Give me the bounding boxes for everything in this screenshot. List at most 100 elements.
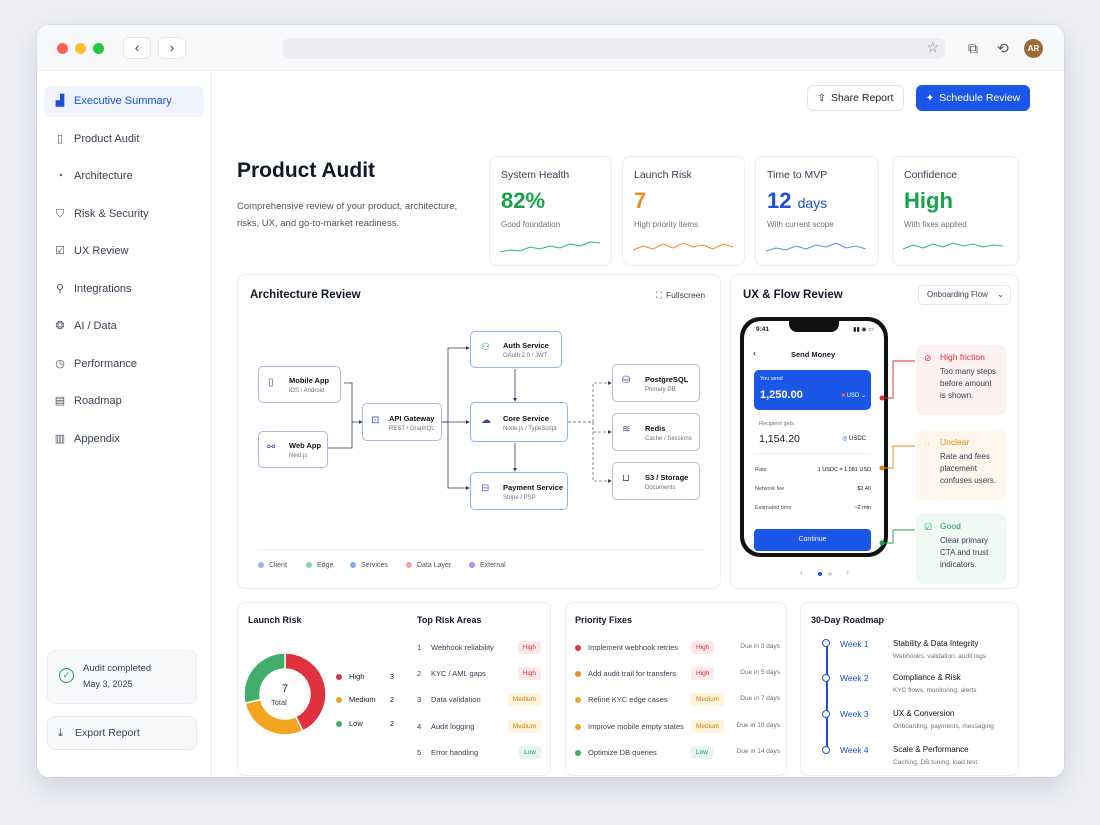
audit-status-card: ✓ Audit completed May 3, 2025 bbox=[47, 650, 197, 704]
bookmark-star-icon[interactable]: ☆ bbox=[926, 39, 939, 55]
node-payment-service[interactable]: ⊟ Payment Service Stripe / PSP bbox=[470, 472, 568, 510]
wrench-icon: ⚲ bbox=[55, 283, 65, 295]
back-button[interactable]: ‹ bbox=[123, 37, 151, 59]
donut-total-label: Total bbox=[271, 698, 287, 707]
node-web-app[interactable]: ⚯ Web App Next.js bbox=[258, 431, 328, 468]
schedule-review-button[interactable]: ✦ Schedule Review bbox=[916, 85, 1030, 111]
launch-risk-title: Launch Risk bbox=[248, 615, 302, 625]
fullscreen-button[interactable]: ⛶ Fullscreen bbox=[656, 290, 705, 301]
launch-risk-donut-chart bbox=[243, 652, 327, 736]
risk-row[interactable]: 5 Error handling Low bbox=[417, 746, 541, 760]
fix-label: Refine KYC edge cases bbox=[588, 695, 668, 704]
stat-card-time-to-mvp[interactable]: Time to MVP 12 days With current scope bbox=[755, 156, 879, 266]
week-label[interactable]: Week 2 bbox=[840, 673, 869, 683]
donut-slice-low[interactable] bbox=[243, 652, 286, 705]
week-title: Compliance & Risk bbox=[893, 673, 961, 682]
week-label[interactable]: Week 4 bbox=[840, 745, 869, 755]
forward-button[interactable]: › bbox=[158, 37, 186, 59]
avatar[interactable]: AR bbox=[1024, 39, 1043, 58]
fix-row[interactable]: Improve mobile empty states Medium Due in … bbox=[575, 720, 780, 734]
sidebar-item-risk-security[interactable]: ⛉ Risk & Security bbox=[44, 199, 204, 230]
legend-data-layer: Data Layer bbox=[406, 562, 451, 569]
sidebar-item-roadmap[interactable]: ▤ Roadmap bbox=[44, 386, 204, 417]
node-mobile-app[interactable]: ▯ Mobile App iOS / Android bbox=[258, 366, 341, 403]
sidebar-item-ai-data[interactable]: ❂ AI / Data bbox=[44, 311, 204, 342]
sidebar-item-ux-review[interactable]: ☑ UX Review bbox=[44, 236, 204, 267]
fix-row[interactable]: Refine KYC edge cases Medium Due in 7 days bbox=[575, 693, 780, 707]
stat-card-launch-risk[interactable]: Launch Risk 7 High priority items bbox=[622, 156, 745, 266]
node-auth-service[interactable]: ⚇ Auth Service OAuth 2.0 / JWT bbox=[470, 331, 562, 368]
sidebar-item-integrations[interactable]: ⚲ Integrations bbox=[44, 274, 204, 305]
sidebar-item-appendix[interactable]: ▥ Appendix bbox=[44, 424, 204, 455]
node-subtitle: REST / GraphQL bbox=[389, 426, 435, 432]
stat-card-system-health[interactable]: System Health 82% Good foundation bbox=[489, 156, 612, 266]
export-report-button[interactable]: ⤓ Export Report bbox=[47, 716, 197, 750]
flow-dropdown[interactable]: Onboarding Flow ⌄ bbox=[918, 285, 1011, 305]
risk-row[interactable]: 2 KYC / AML gaps High bbox=[417, 667, 541, 681]
continue-button[interactable]: Continue bbox=[754, 529, 871, 551]
sidebar-item-product-audit[interactable]: ▯ Product Audit bbox=[44, 124, 204, 155]
address-bar[interactable]: ☆ bbox=[283, 38, 945, 59]
sidebar-item-architecture[interactable]: ◔ Architecture bbox=[44, 161, 204, 192]
sidebar-item-label: Product Audit bbox=[74, 133, 140, 145]
sidebar-item-label: Architecture bbox=[74, 170, 133, 182]
stat-card-confidence[interactable]: Confidence High With fixes applied bbox=[892, 156, 1019, 266]
fix-row[interactable]: Implement webhook retries High Due in 3 da… bbox=[575, 641, 780, 655]
you-send-value: 1,250.00 bbox=[760, 389, 803, 401]
sidebar-item-label: Executive Summary bbox=[74, 95, 172, 107]
schedule-review-label: Schedule Review bbox=[939, 92, 1021, 104]
node-title: Web App bbox=[289, 441, 322, 450]
week-title: UX & Conversion bbox=[893, 709, 955, 718]
back-chevron-icon[interactable]: ‹ bbox=[753, 348, 756, 358]
carousel-dot-active[interactable] bbox=[818, 572, 822, 576]
sidebar-item-performance[interactable]: ◷ Performance bbox=[44, 349, 204, 380]
risk-label: Audit logging bbox=[431, 722, 475, 731]
sidebar-item-label: Roadmap bbox=[74, 395, 122, 407]
sidebar-item-executive-summary[interactable]: ▟ Executive Summary bbox=[44, 86, 204, 117]
smartphone-icon: ▯ bbox=[268, 377, 274, 388]
risk-label: Error handling bbox=[431, 748, 479, 757]
fee-value: $2.40 bbox=[857, 486, 871, 492]
carousel-prev-icon[interactable]: ‹ bbox=[800, 567, 803, 577]
risk-row[interactable]: 3 Data validation Medium bbox=[417, 693, 541, 707]
recipient-currency: ◎ USDC bbox=[842, 435, 866, 442]
priority-dot bbox=[575, 645, 581, 651]
node-subtitle: OAuth 2.0 / JWT bbox=[503, 353, 548, 359]
stat-subtext: With current scope bbox=[767, 220, 834, 229]
extensions-icon[interactable]: ⟲ bbox=[997, 40, 1009, 56]
carousel-dot[interactable] bbox=[828, 572, 832, 576]
close-window-button[interactable] bbox=[57, 43, 68, 54]
fix-row[interactable]: Add audit trail for transfers High Due in … bbox=[575, 667, 780, 681]
layers-icon: ≋ bbox=[622, 424, 631, 435]
week-label[interactable]: Week 3 bbox=[840, 709, 869, 719]
fix-row[interactable]: Optimize DB queries Low Due in 14 days bbox=[575, 746, 780, 760]
chevron-down-icon: ⌄ bbox=[997, 290, 1004, 299]
risk-rank: 1 bbox=[417, 643, 422, 652]
browser-window: ‹ › ☆ ⧉ ⟲ AR ▟ Executive Summary ▯ Product… bbox=[37, 25, 1064, 777]
share-report-button[interactable]: ⇪ Share Report bbox=[807, 85, 904, 111]
node-api-gateway[interactable]: ⊡ API Gateway REST / GraphQL bbox=[362, 403, 442, 441]
stat-value: 12 bbox=[767, 188, 792, 213]
carousel-next-icon[interactable]: › bbox=[846, 567, 849, 577]
legend-label: Medium bbox=[349, 695, 376, 704]
stat-value: High bbox=[904, 188, 953, 213]
you-send-panel[interactable]: You send 1,250.00 ■ USD ⌄ bbox=[754, 370, 871, 410]
sparkline bbox=[766, 242, 866, 252]
risk-card: Launch Risk 7 Total High 3 Medium 2 Low 2 T… bbox=[237, 602, 551, 776]
currency-selector[interactable]: ■ USD ⌄ bbox=[841, 393, 866, 399]
risk-row[interactable]: 1 Webhook reliability High bbox=[417, 641, 541, 655]
week-label[interactable]: Week 1 bbox=[840, 639, 869, 649]
open-external-icon[interactable]: ⧉ bbox=[968, 40, 978, 56]
node-postgresql[interactable]: ⛁ PostgreSQL Primary DB bbox=[612, 364, 700, 402]
legend-value: 2 bbox=[389, 719, 394, 728]
check-square-icon: ☑ bbox=[924, 522, 933, 532]
minimize-window-button[interactable] bbox=[75, 43, 86, 54]
node-s3-storage[interactable]: ⊔ S3 / Storage Documents bbox=[612, 462, 700, 500]
fix-label: Optimize DB queries bbox=[588, 748, 657, 757]
priority-fixes-title: Priority Fixes bbox=[575, 615, 633, 625]
node-core-service[interactable]: ☁ Core Service Node.js / TypeScript bbox=[470, 402, 568, 442]
risk-row[interactable]: 4 Audit logging Medium bbox=[417, 720, 541, 734]
maximize-window-button[interactable] bbox=[93, 43, 104, 54]
node-redis[interactable]: ≋ Redis Cache / Sessions bbox=[612, 413, 700, 451]
due-date: Due in 5 days bbox=[740, 669, 780, 676]
